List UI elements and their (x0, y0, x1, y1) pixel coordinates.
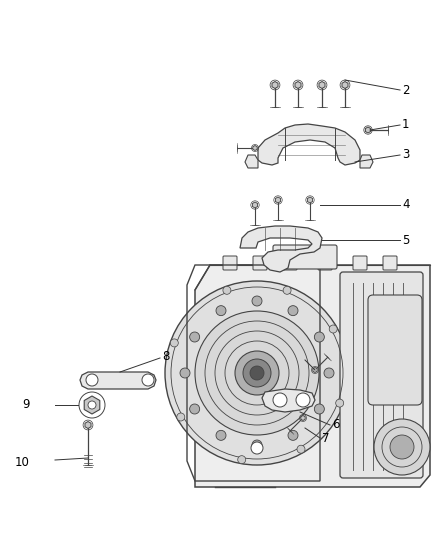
Polygon shape (295, 82, 301, 88)
Circle shape (243, 359, 271, 387)
Circle shape (238, 456, 246, 464)
FancyBboxPatch shape (253, 256, 267, 270)
Circle shape (190, 404, 200, 414)
Circle shape (336, 399, 344, 407)
Text: 8: 8 (162, 350, 170, 362)
Circle shape (223, 286, 231, 294)
Polygon shape (240, 226, 322, 272)
Circle shape (390, 435, 414, 459)
Polygon shape (84, 396, 100, 414)
Circle shape (250, 366, 264, 380)
Circle shape (190, 332, 200, 342)
Text: 2: 2 (402, 84, 410, 96)
Circle shape (251, 442, 263, 454)
FancyBboxPatch shape (223, 256, 237, 270)
Circle shape (252, 296, 262, 306)
Circle shape (288, 305, 298, 316)
Circle shape (314, 332, 325, 342)
Circle shape (86, 374, 98, 386)
Circle shape (297, 445, 305, 453)
Circle shape (88, 401, 96, 409)
FancyBboxPatch shape (318, 256, 332, 270)
Polygon shape (360, 155, 373, 168)
Text: 10: 10 (15, 456, 30, 469)
Polygon shape (195, 265, 430, 487)
FancyBboxPatch shape (273, 245, 337, 269)
Polygon shape (262, 389, 315, 412)
Text: 7: 7 (296, 351, 303, 365)
Circle shape (235, 351, 279, 395)
Circle shape (329, 325, 337, 333)
Text: 6: 6 (332, 418, 339, 432)
Polygon shape (365, 127, 371, 133)
FancyBboxPatch shape (340, 272, 423, 478)
FancyBboxPatch shape (368, 295, 422, 405)
Circle shape (314, 404, 325, 414)
Circle shape (195, 311, 319, 435)
Text: 7: 7 (322, 432, 329, 445)
Polygon shape (319, 82, 325, 88)
Circle shape (273, 393, 287, 407)
Polygon shape (253, 146, 257, 150)
Circle shape (283, 286, 291, 294)
Circle shape (324, 368, 334, 378)
Text: 9: 9 (22, 399, 30, 411)
Polygon shape (85, 422, 91, 429)
Circle shape (177, 413, 185, 421)
Circle shape (180, 368, 190, 378)
Polygon shape (245, 155, 258, 168)
Circle shape (252, 440, 262, 450)
Polygon shape (258, 124, 360, 165)
Circle shape (142, 374, 154, 386)
Polygon shape (272, 82, 278, 88)
Polygon shape (276, 197, 281, 203)
Polygon shape (252, 202, 258, 208)
Circle shape (296, 393, 310, 407)
FancyBboxPatch shape (283, 256, 297, 270)
Circle shape (216, 305, 226, 316)
Polygon shape (342, 82, 348, 88)
Circle shape (170, 339, 178, 347)
Polygon shape (80, 372, 156, 389)
Polygon shape (313, 367, 317, 373)
Circle shape (165, 281, 349, 465)
Circle shape (374, 419, 430, 475)
Text: 4: 4 (402, 198, 410, 212)
FancyBboxPatch shape (383, 256, 397, 270)
Text: 5: 5 (402, 233, 410, 246)
Text: 3: 3 (402, 149, 410, 161)
Polygon shape (301, 416, 305, 421)
Circle shape (288, 430, 298, 440)
FancyBboxPatch shape (353, 256, 367, 270)
Text: 1: 1 (402, 118, 410, 132)
Circle shape (216, 430, 226, 440)
Polygon shape (307, 197, 313, 203)
